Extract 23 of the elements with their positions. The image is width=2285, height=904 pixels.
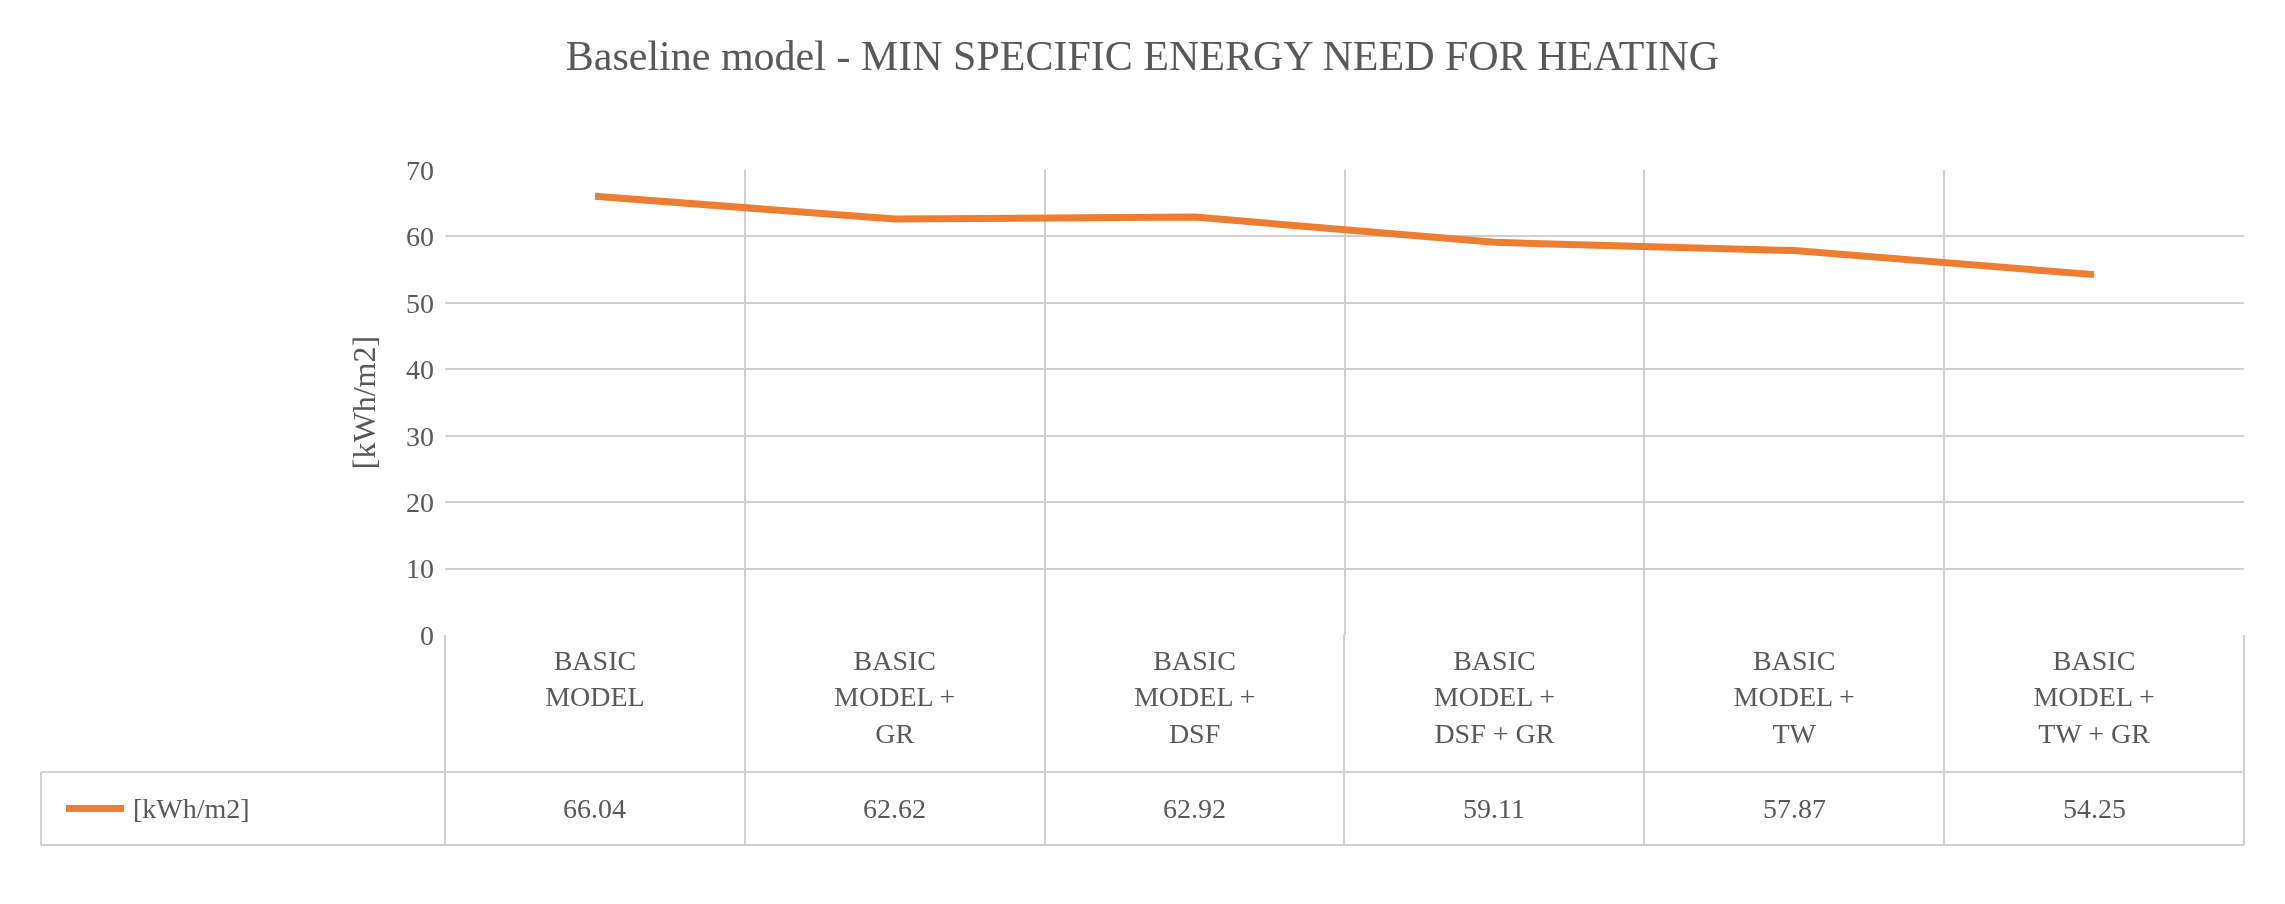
data-label: 59.11 [1463,793,1525,824]
x-tick-label: BASIC MODEL [545,645,645,713]
legend-label: [kWh/m2] [133,793,250,824]
y-tick-label: 60 [406,221,434,253]
x-tick-label: BASIC MODEL + TW + GR [2033,645,2155,749]
y-tick-label: 10 [406,553,434,585]
y-tick-label: 40 [406,354,434,386]
y-axis-title: [kWh/m2] [346,335,383,470]
y-tick-label: 70 [406,154,434,186]
y-tick-label: 50 [406,287,434,319]
y-tick-label: 30 [406,420,434,452]
x-tick-label: BASIC MODEL + GR [834,645,956,749]
data-label: 62.62 [863,793,926,824]
data-label: 54.25 [2063,793,2126,824]
data-label: 57.87 [1763,793,1826,824]
data-label: 62.92 [1163,793,1226,824]
y-tick-label: 0 [420,619,434,651]
x-tick-label: BASIC MODEL + DSF + GR [1433,645,1556,749]
x-tick-label: BASIC MODEL + DSF [1133,645,1256,749]
chart-title: Baseline model - MIN SPECIFIC ENERGY NEED FOR HEATING [565,33,1720,80]
data-label: 66.04 [563,793,626,824]
y-tick-label: 20 [406,486,434,518]
x-tick-label: BASIC MODEL + TW [1733,645,1855,749]
